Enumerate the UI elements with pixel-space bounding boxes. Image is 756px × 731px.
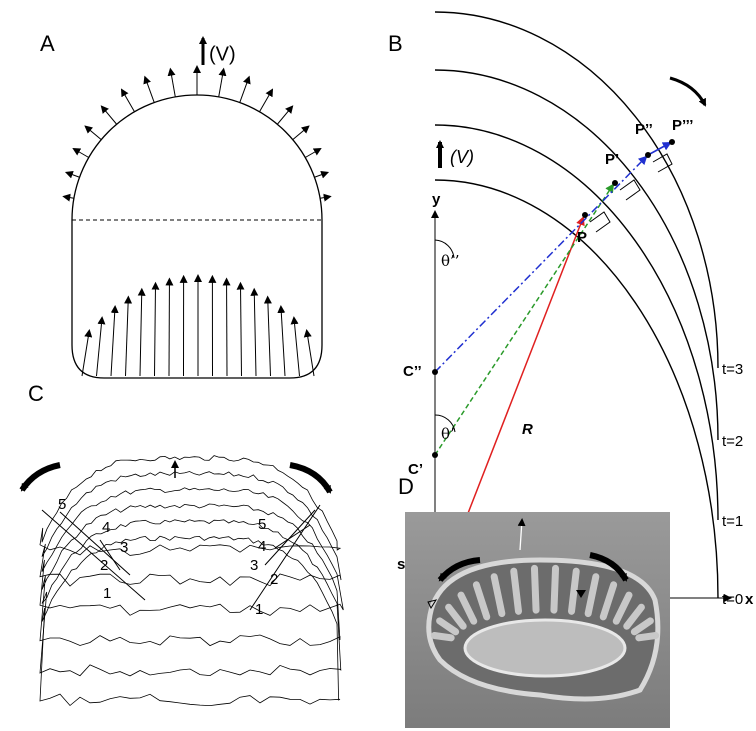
rib (639, 635, 656, 637)
front-number: 2 (100, 557, 108, 574)
arrow (155, 284, 156, 376)
front-number: 5 (258, 516, 266, 533)
front-number: 1 (255, 601, 263, 618)
arrow (74, 149, 89, 158)
point-label: P’’’ (672, 117, 693, 134)
front-numbers: 1 2 3 4 5 1 2 3 4 5 (58, 496, 278, 618)
point (582, 212, 588, 218)
point-label: C’’ (403, 363, 422, 380)
nucleus (465, 620, 625, 676)
velocity-label: (V) (450, 147, 474, 167)
line (275, 525, 310, 548)
arrow (122, 90, 135, 112)
radius-line (435, 185, 613, 455)
point-label: P (577, 229, 587, 246)
cell-outline (40, 472, 341, 587)
cell-outline (72, 95, 322, 378)
panel-label: B (388, 31, 403, 56)
radius-line (435, 157, 646, 372)
arrow (314, 173, 327, 178)
outlines (40, 456, 343, 706)
front-number: 1 (103, 585, 111, 602)
rib (554, 568, 556, 610)
arrow (82, 331, 89, 376)
axis-label: x (745, 591, 754, 608)
point (432, 369, 438, 375)
arrow (170, 70, 175, 97)
point-label: P’ (605, 151, 619, 168)
arrow (320, 197, 330, 199)
cell-outline (40, 536, 340, 705)
rotation-arrow (22, 465, 60, 490)
front-number: 5 (58, 496, 66, 513)
panel-label: D (398, 474, 414, 499)
time-label: t=0 (722, 591, 743, 608)
point (432, 452, 438, 458)
arrow (126, 297, 129, 376)
cell-outline (40, 520, 341, 676)
front-number: 3 (120, 539, 128, 556)
point-label: P’’ (635, 121, 653, 138)
arrow (64, 197, 74, 199)
rib (434, 635, 451, 637)
arrow (277, 107, 292, 125)
arrow (293, 127, 308, 140)
time-label: t=1 (722, 513, 743, 530)
cell-outline (40, 504, 340, 646)
arrow (219, 70, 224, 97)
arrow (240, 284, 241, 376)
arrow (140, 290, 142, 376)
arrow (260, 90, 273, 112)
arrow (240, 77, 249, 102)
step-arrow (648, 143, 670, 155)
arrows (64, 67, 330, 376)
track-lines (42, 505, 320, 610)
rib (572, 571, 577, 611)
rib (514, 571, 519, 611)
right-angle (590, 212, 610, 232)
angle-label: θ’’ (441, 252, 460, 270)
front-number: 4 (258, 538, 266, 555)
front-number: 2 (270, 571, 278, 588)
arrow (86, 127, 101, 140)
right-angle (620, 180, 640, 200)
rib (534, 568, 536, 610)
arrow (97, 318, 103, 376)
figure: A (V) B x y (V) (0, 0, 756, 731)
point (669, 139, 675, 145)
axis-label: y (432, 191, 441, 208)
arrow (268, 297, 271, 376)
cell-outline (40, 488, 343, 616)
arrow (102, 107, 117, 125)
time-label: t=3 (722, 361, 743, 378)
time-label: t=2 (722, 433, 743, 450)
arrow (145, 77, 154, 102)
rotation-arrow (290, 465, 330, 492)
arrow (111, 307, 115, 376)
panel-label: C (28, 381, 44, 406)
arrow (254, 290, 256, 376)
arrow (307, 331, 314, 376)
point (612, 180, 618, 186)
front-number: 3 (250, 557, 258, 574)
arrow (305, 149, 320, 158)
panel-a: A (V) (40, 31, 330, 378)
panel-label: A (40, 31, 55, 56)
velocity-label: (V) (209, 43, 236, 65)
arrow (67, 173, 80, 178)
panel-d: D (398, 474, 670, 728)
rotation-arrow (670, 78, 705, 105)
shift-label: s (397, 556, 405, 573)
point (645, 152, 651, 158)
arrow (281, 307, 285, 376)
radius-label: R (522, 421, 533, 438)
front-curve (435, 12, 718, 368)
panel-c: C 1 2 3 4 5 1 2 3 4 5 (22, 381, 343, 706)
arrow (294, 318, 300, 376)
angle-label: θ’ (441, 425, 455, 443)
front-number: 4 (102, 519, 110, 536)
